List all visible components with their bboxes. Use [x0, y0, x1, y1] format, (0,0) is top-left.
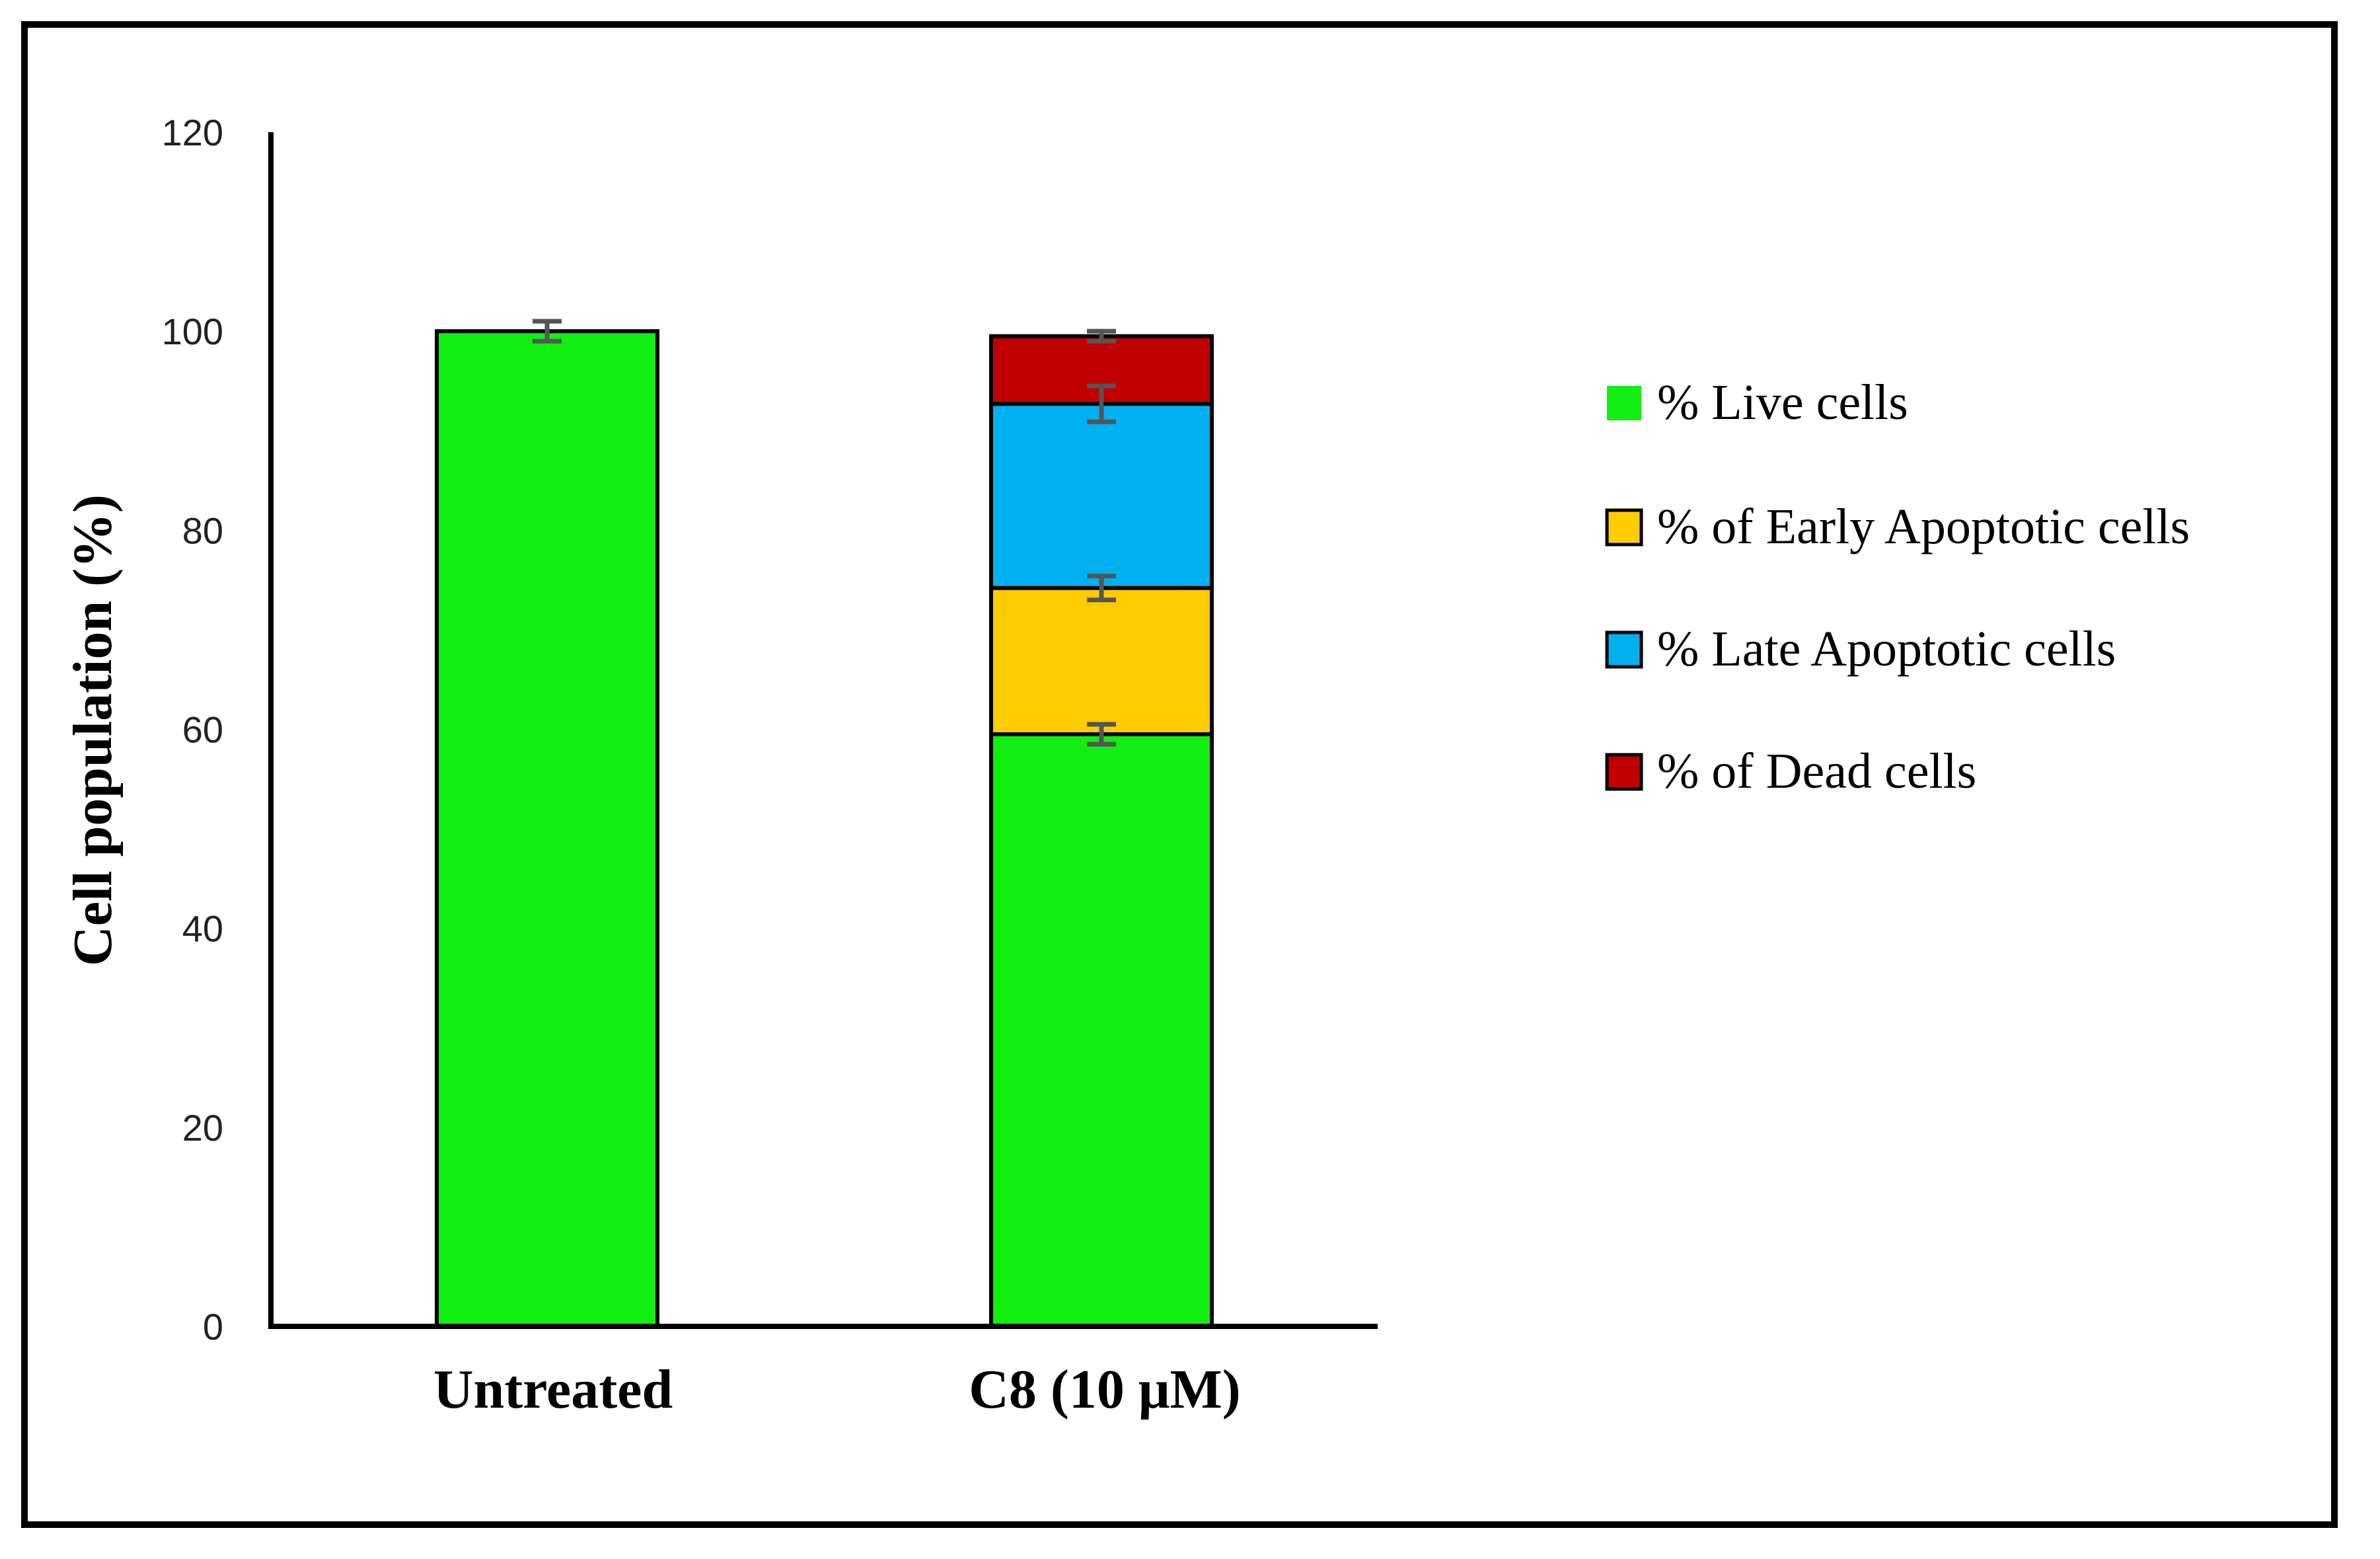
category-label: Untreated [433, 1359, 673, 1420]
legend-label: % of Early Apoptotic cells [1657, 499, 2190, 554]
legend: % Live cells % of Early Apoptotic cells % … [1605, 375, 2190, 799]
legend-label: % of Dead cells [1657, 743, 1976, 799]
bar-segment [989, 732, 1214, 1328]
y-tick-label: 80 [182, 510, 223, 551]
legend-swatch [1605, 630, 1643, 669]
y-tick-label: 40 [182, 908, 223, 950]
legend-label: % Live cells [1657, 375, 1908, 430]
y-tick-label: 20 [182, 1107, 223, 1149]
y-tick-label: 60 [182, 709, 223, 751]
error-bars [533, 319, 1116, 747]
bar-segment [435, 329, 659, 1329]
bars [435, 329, 1214, 1329]
legend-swatch [1605, 508, 1643, 547]
category-label: C8 (10 μM) [969, 1359, 1241, 1420]
bar-segment [989, 402, 1214, 590]
legend-swatch [1605, 753, 1643, 791]
x-axis-categories: Untreated C8 (10 μM) [433, 1359, 1241, 1420]
y-axis-title: Cell population (%) [62, 494, 124, 966]
bar-segment [989, 586, 1214, 737]
y-tick-label: 100 [162, 311, 223, 352]
legend-label: % Late Apoptotic cells [1657, 621, 2116, 677]
y-tick-label: 0 [203, 1306, 223, 1348]
legend-swatch [1607, 386, 1641, 420]
y-axis-ticks: 0 20 40 60 80 100 120 [162, 112, 223, 1348]
y-tick-label: 120 [162, 112, 223, 153]
